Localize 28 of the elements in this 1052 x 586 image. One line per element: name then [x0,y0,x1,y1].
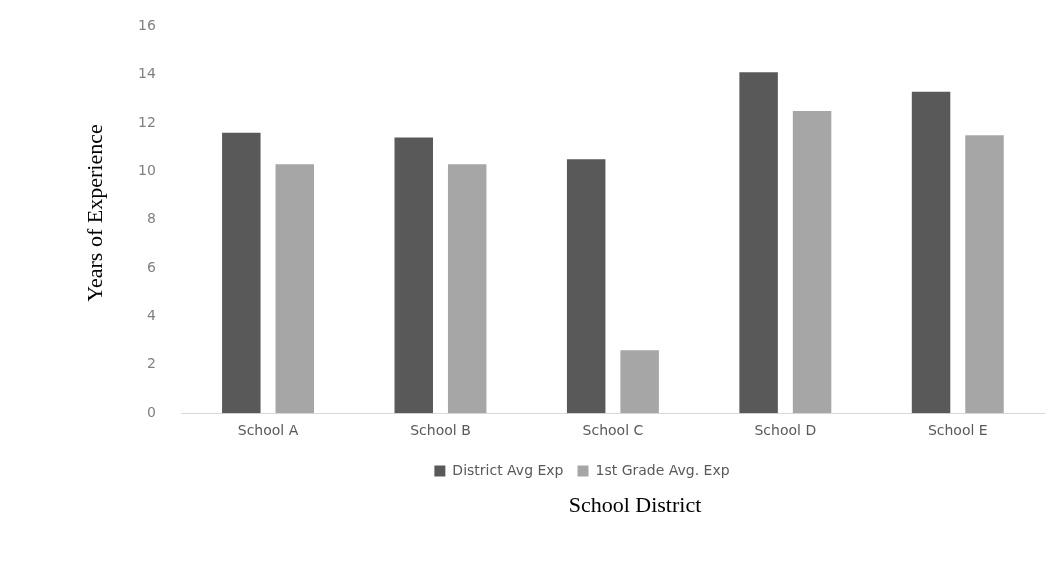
bar [965,135,1004,414]
x-tick-label: School D [754,422,817,439]
y-tick-label: 16 [137,17,156,34]
y-tick-label: 8 [146,210,156,227]
y-tick-label: 0 [146,403,156,420]
bar [447,164,487,414]
y-tick-label: 14 [137,65,156,82]
x-tick-label: School B [410,422,471,439]
bar [792,111,832,414]
bar [620,350,659,414]
y-tick-label: 10 [137,162,156,179]
legend-label: 1st Grade Avg. Exp [595,461,730,478]
y-axis-title: Years of Experience [82,123,108,304]
y-tick-label: 2 [146,355,156,372]
x-tick-label: School E [927,422,988,439]
bar [566,159,606,414]
bar [222,132,261,414]
y-tick-label: 4 [146,307,156,324]
bar [739,72,778,414]
legend-label: District Avg Exp [452,461,564,478]
bar [275,164,315,414]
bar [394,137,433,414]
y-tick-label: 12 [137,113,156,130]
y-tick-label: 6 [146,258,156,275]
x-tick-label: School A [237,422,299,439]
bar [911,91,951,414]
x-tick-label: School C [582,422,644,439]
x-axis-title: School District [567,492,703,518]
